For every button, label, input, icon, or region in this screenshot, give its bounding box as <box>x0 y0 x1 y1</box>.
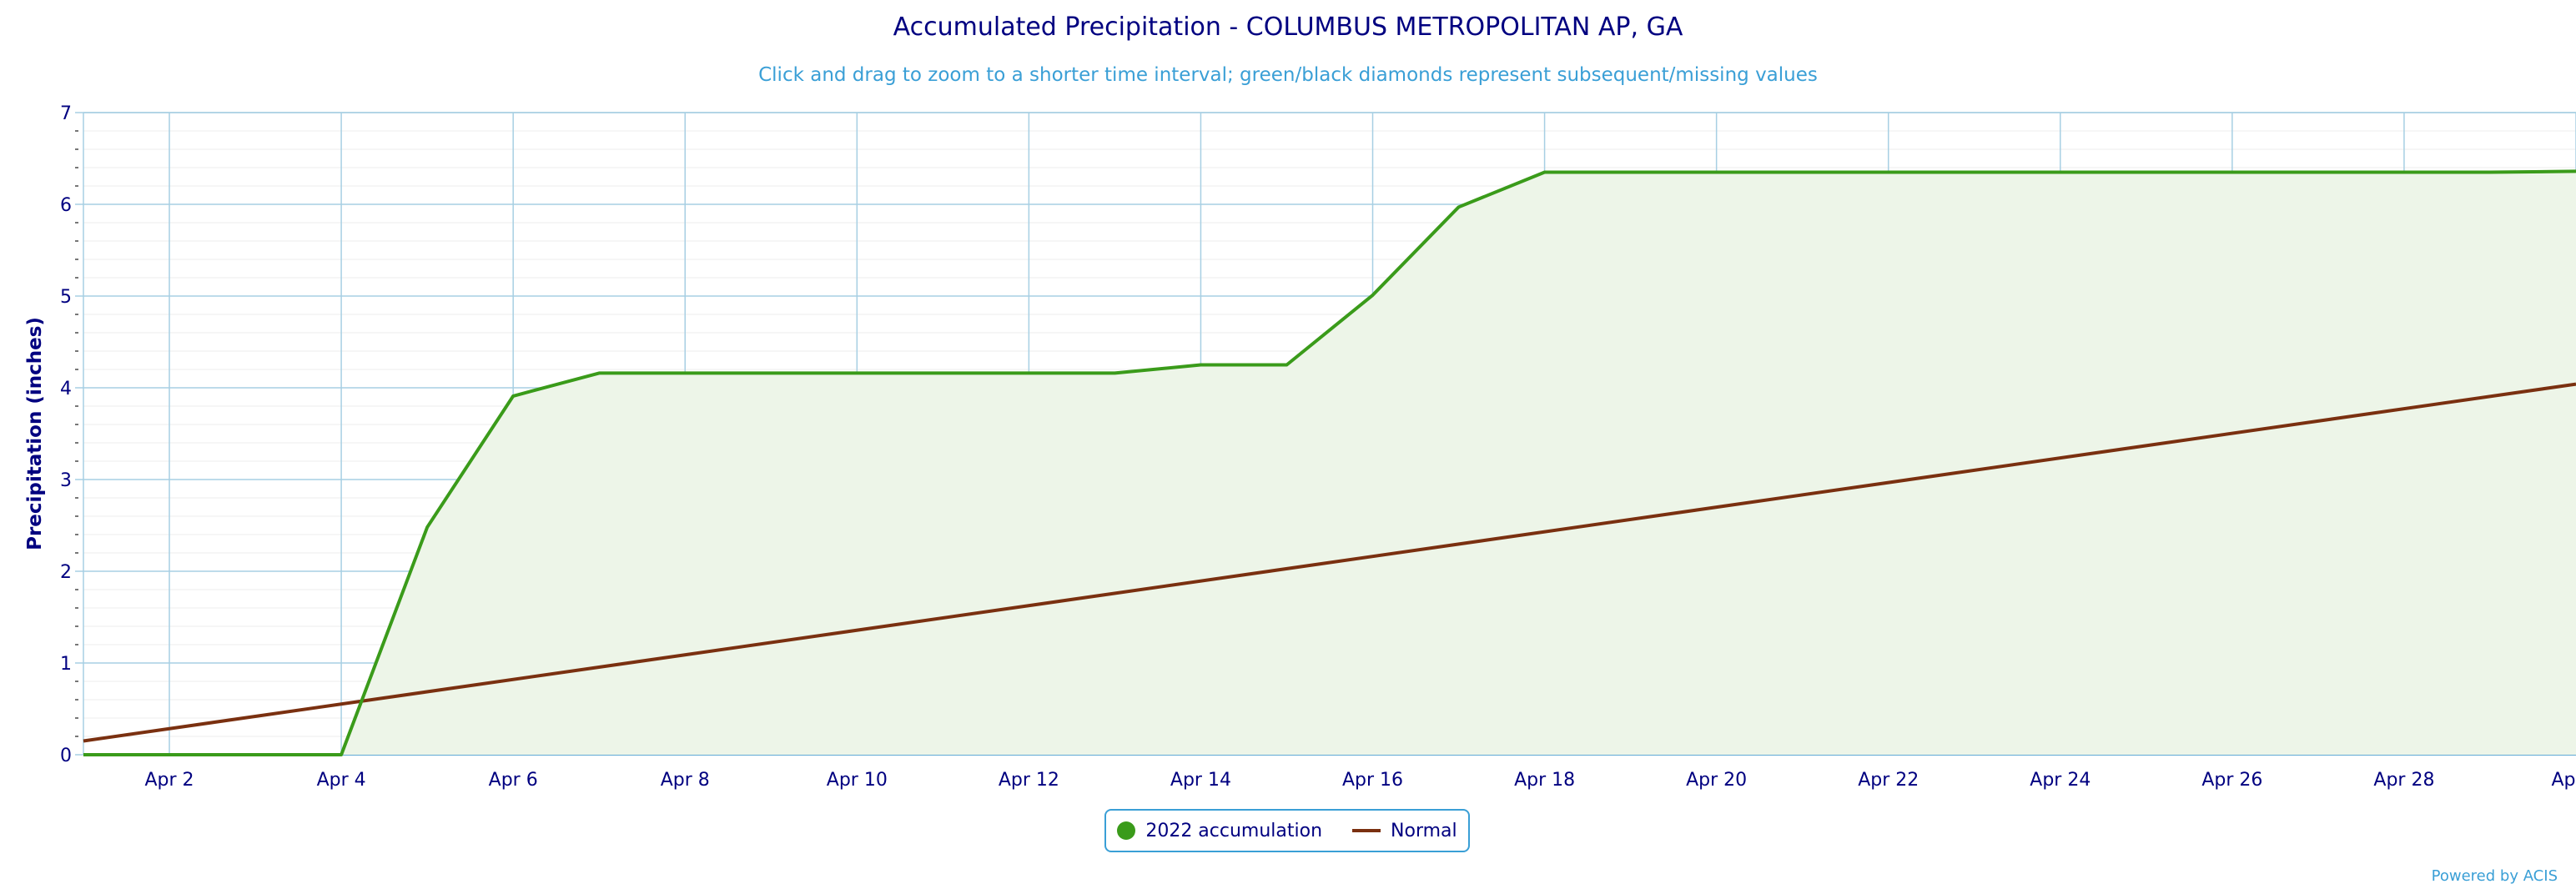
normal-series-line <box>83 382 2576 743</box>
legend: 2022 accumulation Normal <box>1104 809 1470 852</box>
x-tick-label: Apr 3 <box>2551 770 2576 791</box>
y-tick-label: 7 <box>60 103 72 124</box>
legend-label-accumulation: 2022 accumulation <box>1145 820 1323 841</box>
x-axis-ticks: Apr 2 Apr 4 Apr 6 Apr 8 Apr 10 Apr 12 Apr 14 Ap… <box>145 770 2576 791</box>
y-tick-label: 4 <box>60 379 72 399</box>
series-lines <box>83 169 2576 756</box>
x-tick-label: Apr 18 <box>1514 770 1575 791</box>
y-tick-label: 6 <box>60 195 72 216</box>
chart-title: Accumulated Precipitation - COLUMBUS MET… <box>893 13 1683 42</box>
accumulation-area-fill <box>83 171 2576 755</box>
x-tick-label: Apr 24 <box>2030 770 2090 791</box>
x-tick-label: Apr 10 <box>827 770 888 791</box>
y-tick-label: 3 <box>60 470 72 491</box>
x-tick-label: Apr 2 <box>145 770 194 791</box>
legend-item-normal[interactable]: Normal <box>1352 821 1457 841</box>
accumulation-area <box>83 171 2576 755</box>
x-tick-label: Apr 28 <box>2373 770 2434 791</box>
x-tick-label: Apr 4 <box>317 770 366 791</box>
accumulation-marker-icon <box>1117 821 1136 840</box>
legend-item-accumulation[interactable]: 2022 accumulation <box>1117 821 1322 841</box>
x-tick-label: Apr 20 <box>1686 770 1747 791</box>
y-axis-label: Precipitation (inches) <box>24 317 46 550</box>
y-axis-ticks: 0 1 2 3 4 5 6 7 <box>60 103 72 766</box>
x-tick-label: Apr 26 <box>2201 770 2262 791</box>
x-tick-label: Apr 16 <box>1342 770 1403 791</box>
x-tick-label: Apr 6 <box>489 770 538 791</box>
y-tick-label: 0 <box>60 746 72 766</box>
normal-line-icon <box>1352 829 1381 832</box>
y-tick-label: 2 <box>60 562 72 583</box>
accumulation-series-line <box>83 169 2576 756</box>
chart-subtitle: Click and drag to zoom to a shorter time… <box>758 64 1818 86</box>
y-tick-label: 1 <box>60 654 72 675</box>
x-tick-label: Apr 8 <box>661 770 710 791</box>
x-tick-label: Apr 12 <box>999 770 1059 791</box>
y-tick-label: 5 <box>60 287 72 308</box>
legend-label-normal: Normal <box>1391 820 1457 841</box>
x-tick-label: Apr 14 <box>1170 770 1231 791</box>
credit-link[interactable]: Powered by ACIS <box>2432 867 2558 885</box>
x-tick-label: Apr 22 <box>1858 770 1919 791</box>
